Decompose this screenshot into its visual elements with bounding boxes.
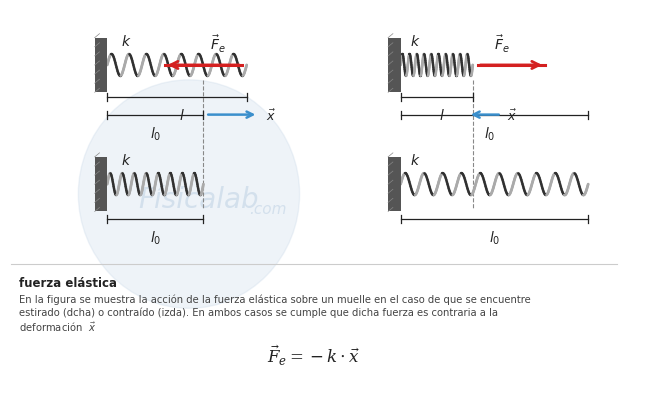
- Text: estirado (dcha) o contraído (izda). En ambos casos se cumple que dicha fuerza es: estirado (dcha) o contraído (izda). En a…: [19, 306, 498, 317]
- Bar: [388, 38, 400, 93]
- Bar: [95, 157, 107, 212]
- Text: deformación  $\vec{x}$: deformación $\vec{x}$: [19, 320, 96, 333]
- Text: fuerza elástica: fuerza elástica: [19, 276, 117, 289]
- Text: $l$: $l$: [439, 107, 445, 122]
- Text: $l$: $l$: [179, 107, 185, 122]
- Text: $l_0$: $l_0$: [489, 229, 500, 247]
- Text: $l_0$: $l_0$: [150, 125, 161, 142]
- Bar: [388, 157, 400, 212]
- Text: $\vec{F}_e = -k\cdot\vec{x}$: $\vec{F}_e = -k\cdot\vec{x}$: [267, 343, 361, 368]
- Text: $l_0$: $l_0$: [484, 125, 495, 142]
- Text: En la figura se muestra la acción de la fuerza elástica sobre un muelle en el ca: En la figura se muestra la acción de la …: [19, 294, 530, 304]
- Text: $\vec{F}_e$: $\vec{F}_e$: [210, 33, 226, 55]
- Text: $\vec{F}_e$: $\vec{F}_e$: [494, 33, 510, 55]
- Text: Físicalab: Físicalab: [138, 185, 259, 214]
- Text: $\vec{x}$: $\vec{x}$: [508, 109, 517, 124]
- Text: $k$: $k$: [410, 152, 421, 167]
- Text: $\vec{x}$: $\vec{x}$: [266, 109, 276, 124]
- Text: $k$: $k$: [410, 33, 421, 48]
- Text: .com: .com: [250, 202, 287, 217]
- Bar: [95, 38, 107, 93]
- Text: $k$: $k$: [121, 152, 132, 167]
- Text: $l_0$: $l_0$: [150, 229, 161, 247]
- Text: $k$: $k$: [121, 33, 132, 48]
- Circle shape: [79, 81, 300, 309]
